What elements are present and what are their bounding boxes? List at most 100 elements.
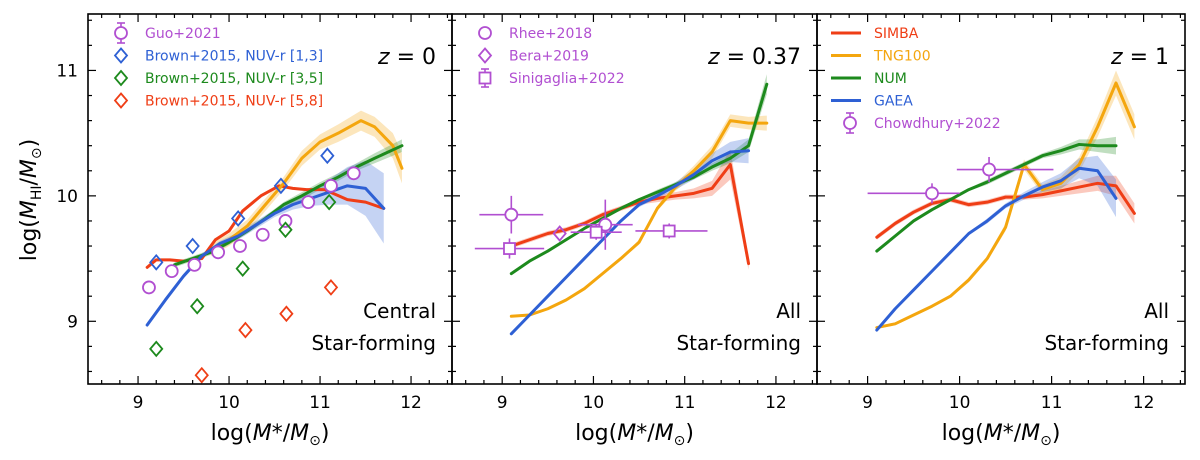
panels-layer: 9 10 11 12 9 10 11 log(M*/M⊙) z = 0 Central Star-f…	[56, 13, 1186, 449]
point-brown-2015-nuv-r-3-5-	[190, 297, 205, 315]
corner-text: All	[776, 299, 801, 323]
ticks	[817, 14, 1185, 384]
legend-label: Bera+2019	[509, 49, 589, 65]
legend-label: NUM	[874, 71, 907, 87]
point-brown-2015-nuv-r-1-3-	[185, 237, 200, 255]
redshift-label: z = 1	[1110, 45, 1169, 70]
point-sinigaglia-2022	[503, 242, 516, 255]
chart-panel-left: 9 10 11 12 9 10 11 log(M*/M⊙) z = 0 Central Star-f…	[56, 13, 453, 449]
corner-text: Star-forming	[676, 331, 801, 355]
plot-area	[867, 70, 1136, 332]
point-brown-2015-nuv-r-3-5-	[278, 221, 293, 239]
line-gaea	[145, 184, 386, 327]
legend-marker	[114, 26, 128, 40]
redshift-label: z = 0.37	[707, 45, 801, 70]
point-bera-2019	[552, 225, 567, 242]
redshift-label: z = 0	[377, 45, 436, 70]
legend: Guo+2021 Brown+2015, NUV-r [1,3] Brown+201…	[113, 22, 323, 110]
x-tick-label: 12	[765, 393, 787, 413]
y-tick-label: 9	[67, 312, 78, 332]
point-rhee-2018	[504, 207, 519, 222]
x-tick-label: 12	[400, 393, 422, 413]
legend: Rhee+2018 Bera+2019 Sinigaglia+2022	[477, 26, 625, 88]
point-guo-2021	[301, 195, 316, 210]
chart-panel-middle: 9 10 11 12 log(M*/M⊙) z = 0.37 All Star-forming…	[451, 13, 818, 449]
x-tick-label: 11	[309, 393, 331, 413]
point-brown-2015-nuv-r-1-3-	[273, 177, 289, 195]
line-gaea	[509, 149, 751, 336]
corner-text: Central	[363, 299, 436, 323]
point-brown-2015-nuv-r-1-3-	[149, 253, 164, 271]
legend-label: TNG100	[873, 49, 931, 65]
point-sinigaglia-2022	[662, 224, 676, 238]
legend-marker	[478, 26, 492, 40]
ticks	[88, 14, 452, 384]
x-tick-label: 10	[949, 393, 971, 413]
point-guo-2021	[164, 264, 179, 279]
point-guo-2021	[211, 245, 226, 260]
point-chowdhury-2022	[982, 162, 996, 177]
x-axis-label: log(M*/M⊙)	[211, 421, 330, 449]
y-tick-label: 10	[56, 187, 78, 207]
x-tick-label: 9	[862, 393, 873, 413]
point-brown-2015-nuv-r-3-5-	[149, 340, 164, 358]
corner-text: Star-forming	[311, 331, 436, 355]
point-brown-2015-nuv-r-1-3-	[320, 147, 335, 165]
band-simba	[876, 175, 1135, 240]
line-gaea	[875, 166, 1118, 332]
legend-label: Rhee+2018	[509, 26, 592, 42]
point-brown-2015-nuv-r-5-8-	[238, 321, 253, 339]
line-tng100	[509, 119, 769, 318]
legend-marker	[113, 47, 129, 64]
line-simba	[145, 184, 386, 269]
x-tick-label: 9	[133, 393, 144, 413]
legend-marker	[113, 92, 129, 109]
x-tick-label: 11	[1041, 393, 1063, 413]
legend: SIMBA TNG100 NUM GAEA Chowdhury+2022	[831, 26, 1001, 134]
x-axis-label: log(M*/M⊙)	[942, 421, 1061, 449]
legend-label: SIMBA	[874, 26, 919, 42]
y-axis-label: log(MHI/M⊙)	[17, 139, 45, 262]
corner-text: Star-forming	[1044, 331, 1169, 355]
line-num	[875, 142, 1118, 253]
ticks	[452, 14, 817, 384]
point-guo-2021	[278, 214, 293, 228]
point-brown-2015-nuv-r-1-3-	[230, 210, 246, 227]
line-num	[509, 82, 769, 276]
legend-label: Chowdhury+2022	[874, 116, 1001, 132]
plot-area	[474, 74, 769, 336]
line-tng100	[875, 81, 1136, 330]
line-simba	[875, 181, 1136, 239]
legend-label: Sinigaglia+2022	[509, 71, 625, 87]
point-chowdhury-2022	[925, 186, 939, 201]
band-tng100	[876, 70, 1135, 329]
band-gaea	[511, 138, 749, 336]
panel-frame	[816, 13, 1186, 385]
x-tick-label: 10	[583, 393, 605, 413]
band-gaea	[876, 155, 1116, 332]
legend-marker	[478, 71, 492, 85]
point-brown-2015-nuv-r-5-8-	[194, 366, 209, 384]
point-sinigaglia-2022	[589, 225, 603, 239]
legend-label: Brown+2015, NUV-r [3,5]	[145, 71, 323, 87]
point-guo-2021	[187, 257, 202, 272]
x-tick-label: 11	[674, 393, 696, 413]
legend-label: Brown+2015, NUV-r [5,8]	[145, 94, 323, 110]
line-tng100	[209, 119, 404, 252]
corner-text: All	[1144, 299, 1169, 323]
point-brown-2015-nuv-r-3-5-	[235, 260, 250, 277]
legend-label: Brown+2015, NUV-r [1,3]	[145, 49, 323, 65]
legend-label: GAEA	[874, 94, 913, 110]
point-brown-2015-nuv-r-3-5-	[321, 193, 337, 211]
point-guo-2021	[255, 227, 270, 242]
point-guo-2021	[142, 280, 156, 295]
point-guo-2021	[233, 239, 247, 253]
chart-panel-right: 9 10 11 12 log(M*/M⊙) z = 1 All Star-forming SIM…	[816, 13, 1186, 449]
band-num	[876, 136, 1116, 253]
point-guo-2021	[346, 166, 361, 181]
point-brown-2015-nuv-r-5-8-	[323, 279, 339, 296]
legend-marker	[113, 69, 129, 87]
band-tng100	[511, 114, 767, 318]
x-tick-label: 10	[218, 393, 240, 413]
